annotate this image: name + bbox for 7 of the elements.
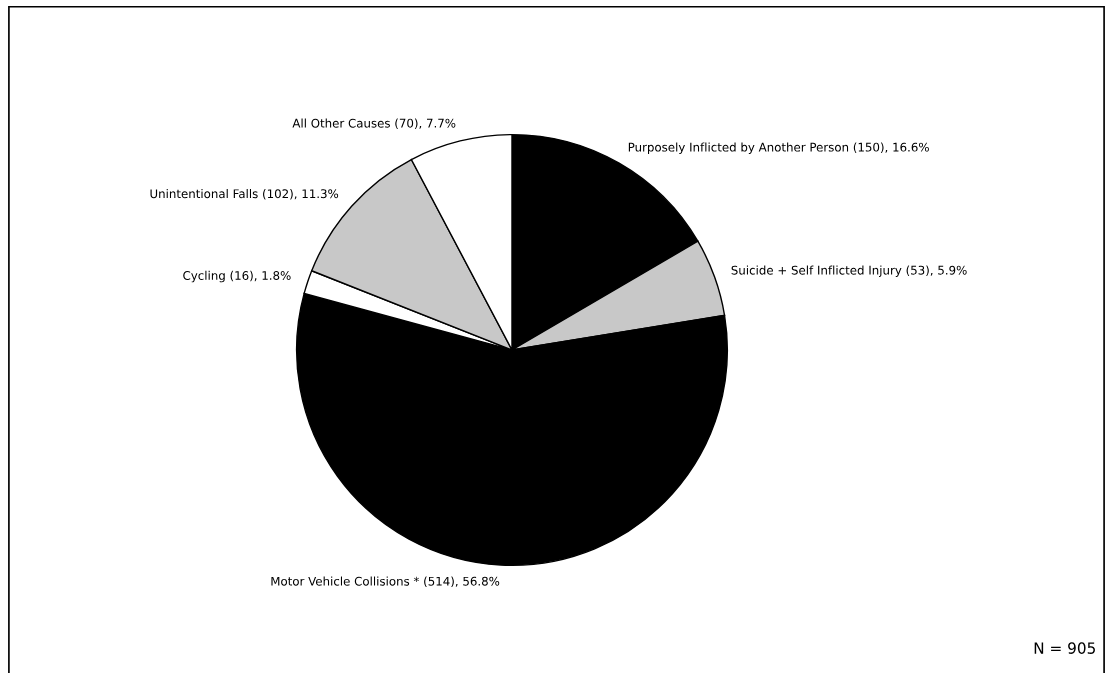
slice-label: Cycling (16), 1.8% [183, 270, 291, 283]
slice-label: Unintentional Falls (102), 11.3% [150, 189, 339, 200]
slice-label: Suicide + Self Inflicted Injury (53), 5.9% [731, 265, 967, 277]
slice-label: Motor Vehicle Collisions * (514), 56.8% [271, 576, 500, 588]
slice-label: All Other Causes (70), 7.7% [292, 118, 456, 130]
text: N = 905 [1034, 642, 1095, 654]
slice-label: Purposely Inflicted by Another Person (150), 16.6% [628, 142, 929, 154]
